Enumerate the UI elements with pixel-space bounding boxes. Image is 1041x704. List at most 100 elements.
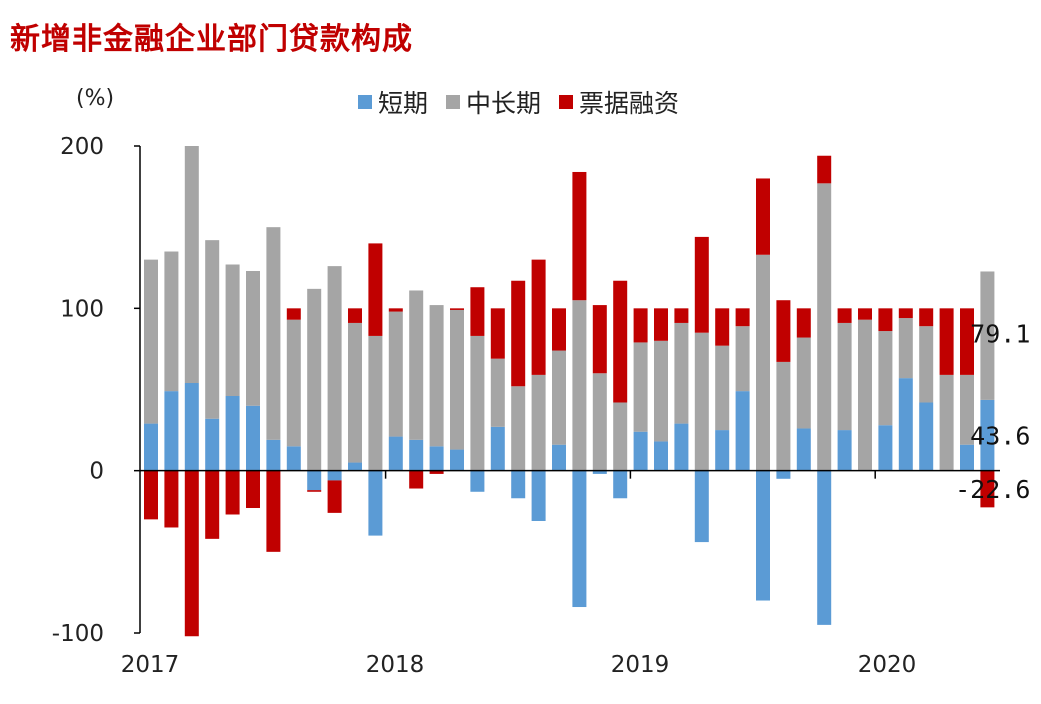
y-axis-unit-label: (%) bbox=[76, 86, 115, 111]
bar-bill-financing-31 bbox=[776, 300, 791, 362]
y-tick-label-1: 100 bbox=[60, 296, 104, 322]
x-tick-label-2018: 2018 bbox=[366, 652, 425, 678]
bar-bill-financing-8 bbox=[307, 490, 322, 492]
legend-item-medium-long-term: 中长期 bbox=[446, 84, 541, 120]
bar-short-term-2 bbox=[184, 383, 199, 471]
bar-bill-financing-1 bbox=[164, 470, 179, 528]
bar-short-term-0 bbox=[144, 423, 158, 471]
bar-bill-financing-9 bbox=[327, 480, 342, 513]
bar-short-term-6 bbox=[266, 439, 281, 471]
bar-short-term-36 bbox=[878, 425, 893, 471]
bar-medium-long-term-2 bbox=[184, 146, 199, 384]
bar-bill-financing-23 bbox=[613, 280, 628, 403]
y-tick-label-0: 200 bbox=[60, 134, 104, 160]
bar-bill-financing-41 bbox=[980, 470, 995, 508]
bar-medium-long-term-25 bbox=[654, 340, 668, 442]
legend: 短期 中长期 票据融资 bbox=[358, 84, 697, 120]
y-tick-label-2: 0 bbox=[89, 459, 104, 485]
bar-short-term-12 bbox=[388, 436, 403, 471]
bar-bill-financing-24 bbox=[633, 308, 648, 343]
bar-bill-financing-4 bbox=[225, 470, 240, 515]
bar-short-term-18 bbox=[511, 470, 526, 499]
x-tick-label-2019: 2019 bbox=[611, 652, 670, 678]
bar-short-term-40 bbox=[960, 444, 974, 471]
bar-short-term-27 bbox=[694, 470, 709, 543]
bar-bill-financing-13 bbox=[409, 470, 424, 489]
bar-short-term-10 bbox=[348, 462, 362, 471]
bar-bill-financing-20 bbox=[552, 308, 566, 351]
legend-swatch-medium-long-term bbox=[446, 95, 461, 109]
legend-swatch-bill-financing bbox=[559, 95, 574, 109]
bar-medium-long-term-40 bbox=[960, 374, 974, 445]
bar-short-term-9 bbox=[327, 470, 342, 481]
bar-bill-financing-33 bbox=[817, 155, 832, 184]
bar-medium-long-term-15 bbox=[450, 309, 464, 450]
bar-bill-financing-12 bbox=[388, 308, 403, 312]
bar-short-term-15 bbox=[450, 449, 464, 471]
bar-short-term-20 bbox=[552, 444, 566, 471]
bar-bill-financing-29 bbox=[735, 308, 750, 327]
bar-short-term-16 bbox=[470, 470, 485, 492]
bar-medium-long-term-26 bbox=[674, 322, 689, 424]
bar-short-term-28 bbox=[715, 430, 730, 471]
legend-label-medium-long-term: 中长期 bbox=[466, 89, 542, 118]
bar-short-term-1 bbox=[164, 391, 179, 471]
bar-medium-long-term-19 bbox=[531, 374, 546, 471]
bar-medium-long-term-10 bbox=[348, 322, 362, 463]
bar-bill-financing-0 bbox=[144, 470, 158, 520]
bar-bill-financing-22 bbox=[592, 305, 607, 374]
bar-bill-financing-14 bbox=[429, 470, 444, 474]
bar-short-term-32 bbox=[796, 428, 811, 471]
bar-short-term-24 bbox=[633, 431, 648, 471]
bar-bill-financing-30 bbox=[756, 178, 770, 255]
bar-medium-long-term-31 bbox=[776, 361, 791, 471]
bar-bill-financing-32 bbox=[796, 308, 811, 338]
bar-medium-long-term-20 bbox=[552, 350, 566, 445]
bar-medium-long-term-5 bbox=[246, 270, 260, 406]
bar-bill-financing-19 bbox=[531, 259, 546, 375]
bar-short-term-21 bbox=[572, 470, 587, 608]
bar-short-term-14 bbox=[429, 446, 444, 471]
bar-short-term-23 bbox=[613, 470, 628, 499]
bar-medium-long-term-37 bbox=[898, 318, 913, 379]
bar-medium-long-term-29 bbox=[735, 326, 750, 392]
bar-medium-long-term-39 bbox=[939, 374, 954, 471]
bar-medium-long-term-9 bbox=[327, 266, 342, 471]
legend-label-short-term: 短期 bbox=[378, 89, 429, 118]
bar-short-term-38 bbox=[919, 402, 934, 471]
bar-bill-financing-27 bbox=[694, 236, 709, 333]
bar-bill-financing-7 bbox=[286, 308, 301, 320]
bar-bill-financing-16 bbox=[470, 287, 485, 336]
bar-short-term-26 bbox=[674, 423, 689, 471]
bar-bill-financing-3 bbox=[205, 470, 220, 539]
bar-bill-financing-6 bbox=[266, 470, 281, 552]
bar-short-term-22 bbox=[592, 470, 607, 474]
bar-medium-long-term-7 bbox=[286, 319, 301, 447]
bar-medium-long-term-11 bbox=[368, 335, 383, 471]
chart-title: 新增非金融企业部门贷款构成 bbox=[10, 22, 413, 57]
bar-medium-long-term-32 bbox=[796, 337, 811, 429]
bar-bill-financing-26 bbox=[674, 308, 689, 323]
bar-medium-long-term-35 bbox=[858, 319, 872, 471]
bar-medium-long-term-16 bbox=[470, 335, 485, 471]
bar-short-term-17 bbox=[490, 426, 505, 471]
bar-medium-long-term-41 bbox=[980, 271, 995, 400]
bar-short-term-33 bbox=[817, 470, 832, 625]
bar-medium-long-term-30 bbox=[756, 254, 770, 471]
data-label-bill-financing: -22.6 bbox=[955, 475, 1030, 504]
bar-medium-long-term-38 bbox=[919, 326, 934, 403]
bar-bill-financing-34 bbox=[837, 308, 852, 323]
bar-bill-financing-15 bbox=[450, 308, 464, 310]
bar-bill-financing-10 bbox=[348, 308, 362, 323]
bar-medium-long-term-0 bbox=[144, 259, 158, 424]
bar-short-term-13 bbox=[409, 439, 424, 471]
bar-medium-long-term-14 bbox=[429, 305, 444, 447]
bar-short-term-25 bbox=[654, 441, 668, 471]
y-tick-label-3: -100 bbox=[52, 621, 104, 647]
bar-medium-long-term-12 bbox=[388, 311, 403, 437]
bar-medium-long-term-18 bbox=[511, 386, 526, 471]
bar-short-term-4 bbox=[225, 395, 240, 471]
bar-bill-financing-17 bbox=[490, 308, 505, 359]
bar-short-term-19 bbox=[531, 470, 546, 521]
